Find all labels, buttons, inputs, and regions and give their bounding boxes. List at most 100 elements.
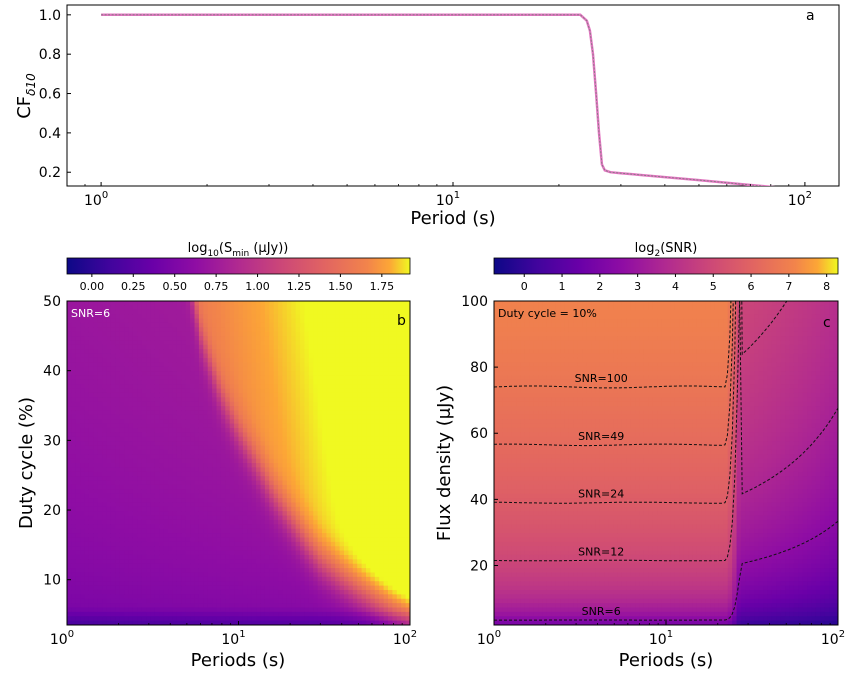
heatmap-b-cell [132,322,138,328]
heatmap-b-cell [146,392,152,398]
heatmap-b-cell [190,401,196,407]
heatmap-b-cell [128,493,134,499]
heatmap-b-cell [352,463,358,468]
heatmap-b-cell [93,546,99,552]
heatmap-b-cell [93,454,99,460]
heatmap-b-cell [238,427,244,433]
heatmap-b-cell [357,432,363,438]
heatmap-b-cell [75,563,81,569]
heatmap-b-cell [229,620,235,625]
heatmap-b-cell [172,537,178,543]
heatmap-b-cell [216,598,222,604]
heatmap-b-cell [190,480,196,486]
heatmap-b-cell [286,616,292,622]
heatmap-b-cell [322,344,328,350]
heatmap-b-cell [75,423,81,429]
heatmap-b-cell [295,502,301,508]
heatmap-b-cell [278,463,284,468]
heatmap-b-cell [313,568,319,574]
heatmap-b-cell [269,498,275,504]
heatmap-b-cell [207,585,213,591]
heatmap-b-cell [198,524,204,530]
heatmap-b-cell [278,484,284,490]
heatmap-b-cell [132,581,138,587]
heatmap-b-cell [80,616,86,622]
heatmap-b-cell [278,476,284,482]
heatmap-b-cell [238,541,244,547]
heatmap-b-cell [172,546,178,552]
heatmap-b-cell [260,445,266,451]
heatmap-b-cell [84,603,90,609]
heatmap-b-cell [304,576,310,582]
colorbar-b-tick-label: 0.25 [121,280,146,293]
heatmap-b-cell [242,554,248,560]
heatmap-b-cell [154,524,160,530]
heatmap-b-cell [124,318,130,324]
heatmap-b-cell [269,480,275,486]
heatmap-b-cell [282,375,288,381]
heatmap-b-cell [181,423,187,429]
heatmap-b-cell [163,375,169,381]
heatmap-b-cell [251,314,257,320]
heatmap-b-cell [339,611,345,617]
heatmap-b-cell [128,336,134,342]
heatmap-b-cell [97,379,103,385]
heatmap-b-cell [141,506,147,512]
heatmap-b-cell [304,506,310,512]
heatmap-b-cell [251,572,257,578]
heatmap-b-cell [357,463,363,468]
heatmap-b-cell [110,585,116,591]
heatmap-b-cell [304,318,310,324]
heatmap-b-cell [335,611,341,617]
heatmap-b-cell [352,436,358,442]
heatmap-b-cell [190,349,196,355]
heatmap-b-cell [207,327,213,333]
heatmap-b-cell [141,336,147,342]
heatmap-b-cell [71,550,77,556]
heatmap-b-cell [352,362,358,368]
heatmap-b-cell [185,550,191,556]
heatmap-b-cell [264,563,270,569]
heatmap-b-cell [119,589,125,595]
heatmap-b-cell [198,318,204,324]
heatmap-b-cell [203,410,209,416]
heatmap-b-cell [154,546,160,552]
heatmap-b-cell [212,427,218,433]
heatmap-b-cell [216,471,222,477]
heatmap-b-cell [124,314,130,320]
heatmap-b-cell [357,423,363,429]
heatmap-b-cell [176,594,182,600]
heatmap-b-cell [176,576,182,582]
heatmap-b-cell [185,305,191,311]
heatmap-b-cell [269,379,275,385]
heatmap-b-cell [256,392,262,398]
heatmap-b-cell [335,594,341,600]
heatmap-b-cell [194,537,200,543]
heatmap-b-cell [357,414,363,420]
heatmap-b-cell [278,305,284,311]
heatmap-b-cell [97,406,103,412]
heatmap-b-cell [269,441,275,447]
heatmap-b-cell [80,401,86,407]
heatmap-b-cell [300,318,306,324]
heatmap-b-cell [181,585,187,591]
heatmap-b-cell [348,314,354,320]
heatmap-b-cell [159,301,165,306]
heatmap-b-cell [269,594,275,600]
heatmap-b-cell [322,616,328,622]
heatmap-b-cell [229,537,235,543]
heatmap-b-cell [185,502,191,508]
heatmap-b-cell [308,436,314,442]
heatmap-b-cell [251,546,257,552]
heatmap-b-cell [313,458,319,464]
heatmap-b-cell [220,379,226,385]
heatmap-b-cell [102,375,108,381]
heatmap-b-cell [159,480,165,486]
heatmap-b-cell [102,541,108,547]
heatmap-b-cell [344,498,350,504]
heatmap-b-cell [181,454,187,460]
heatmap-b-cell [242,589,248,595]
heatmap-b-cell [282,594,288,600]
heatmap-b-cell [278,524,284,530]
panel-a-ytick-label: 0.2 [39,165,61,181]
